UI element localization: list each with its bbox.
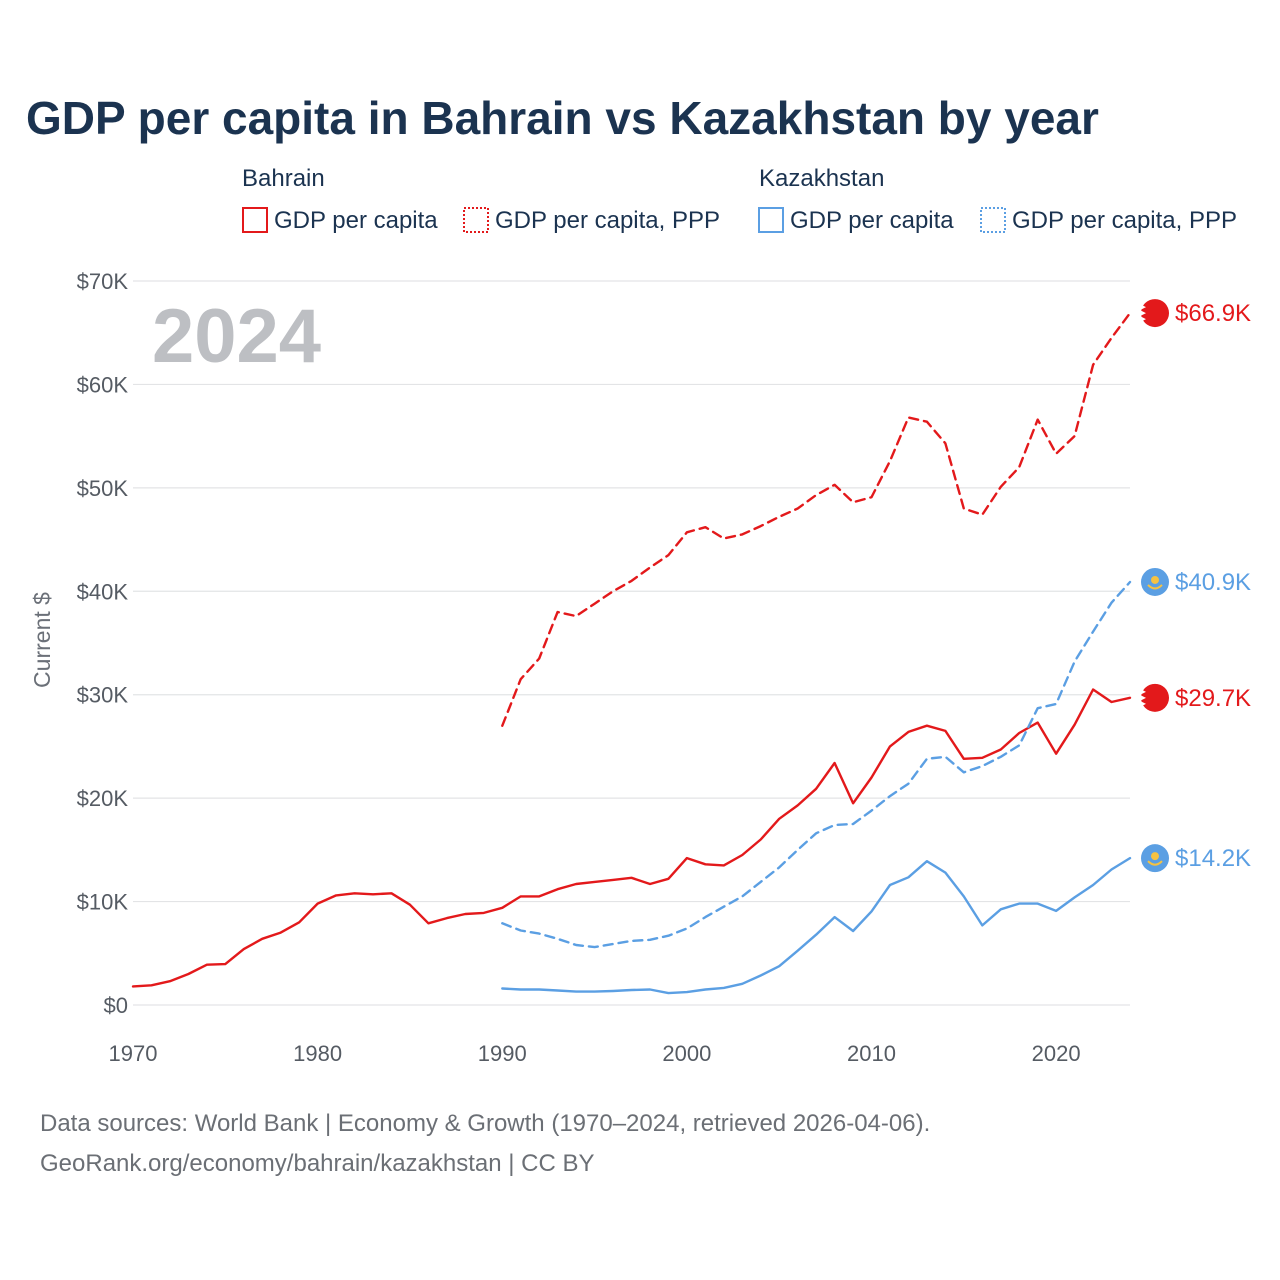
legend-swatch-kazakhstan-gdp bbox=[758, 207, 784, 233]
kazakhstan-flag-icon bbox=[1141, 567, 1169, 596]
end-value-label: $40.9K bbox=[1175, 569, 1251, 596]
bahrain-flag-icon bbox=[1140, 682, 1169, 713]
y-tick-label: $0 bbox=[104, 993, 128, 1018]
end-value-label: $14.2K bbox=[1175, 845, 1251, 872]
x-tick-label: 1990 bbox=[478, 1041, 527, 1066]
source-line-2: GeoRank.org/economy/bahrain/kazakhstan |… bbox=[40, 1150, 595, 1177]
y-tick-label: $40K bbox=[77, 579, 129, 604]
y-tick-label: $10K bbox=[77, 890, 129, 915]
kazakhstan-flag-icon bbox=[1141, 844, 1169, 873]
legend-group-kazakhstan: Kazakhstan bbox=[759, 165, 884, 192]
legend-group-bahrain: Bahrain bbox=[242, 165, 325, 192]
legend-label-bahrain-ppp: GDP per capita, PPP bbox=[495, 207, 720, 234]
y-axis-ticks: $0 $10K $20K $30K $40K $50K $60K $70K bbox=[77, 269, 129, 1018]
y-tick-label: $20K bbox=[77, 786, 129, 811]
legend-label-kazakhstan-gdp: GDP per capita bbox=[790, 207, 954, 234]
legend-swatch-bahrain-ppp bbox=[463, 207, 489, 233]
legend-swatch-bahrain-gdp bbox=[242, 207, 268, 233]
bahrain-flag-icon bbox=[1140, 298, 1169, 329]
end-value-label: $66.9K bbox=[1175, 300, 1251, 327]
y-axis-label: Current $ bbox=[29, 592, 55, 688]
x-tick-label: 2010 bbox=[847, 1041, 896, 1066]
current-year-label: 2024 bbox=[152, 294, 321, 379]
y-tick-label: $50K bbox=[77, 476, 129, 501]
series-line-kazakhstan-gdp bbox=[501, 856, 1132, 995]
legend-swatch-kazakhstan-ppp bbox=[980, 207, 1006, 233]
legend-label-bahrain-gdp: GDP per capita bbox=[274, 207, 438, 234]
legend-label-kazakhstan-ppp: GDP per capita, PPP bbox=[1012, 207, 1237, 234]
x-tick-label: 2000 bbox=[662, 1041, 711, 1066]
series bbox=[131, 311, 1132, 995]
legend: Bahrain GDP per capita GDP per capita, P… bbox=[242, 165, 1237, 234]
x-axis-ticks: 1970 1980 1990 2000 2010 2020 bbox=[109, 1041, 1081, 1066]
series-line-kazakhstan-ppp bbox=[501, 580, 1132, 949]
y-tick-label: $70K bbox=[77, 269, 129, 294]
x-tick-label: 1970 bbox=[109, 1041, 158, 1066]
series-line-bahrain-ppp bbox=[501, 311, 1132, 727]
end-value-label: $29.7K bbox=[1175, 685, 1251, 712]
series-line-bahrain-gdp bbox=[131, 688, 1132, 988]
end-labels: $29.7K $66.9K $14.2K $40.9K bbox=[1140, 298, 1251, 873]
grid bbox=[133, 280, 1130, 1006]
y-tick-label: $30K bbox=[77, 683, 129, 708]
x-tick-label: 1980 bbox=[293, 1041, 342, 1066]
chart-title: GDP per capita in Bahrain vs Kazakhstan … bbox=[26, 92, 1099, 144]
x-tick-label: 2020 bbox=[1032, 1041, 1081, 1066]
y-tick-label: $60K bbox=[77, 372, 129, 397]
source-line-1: Data sources: World Bank | Economy & Gro… bbox=[40, 1110, 930, 1137]
